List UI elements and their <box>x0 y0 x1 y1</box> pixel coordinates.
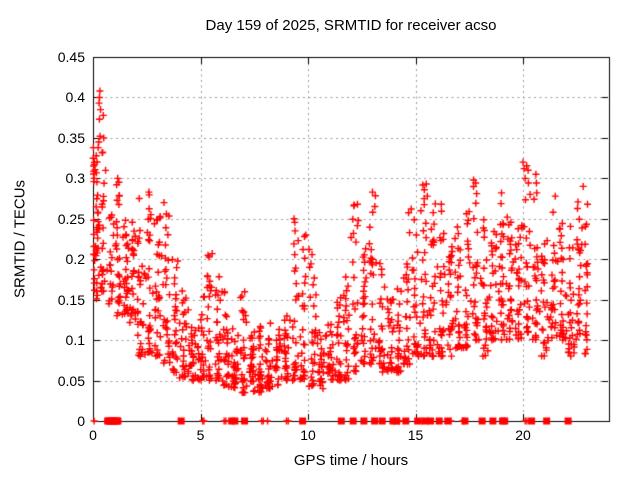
y-tick-label: 0.35 <box>57 129 85 146</box>
y-tick-label: 0 <box>77 413 85 429</box>
x-tick-label: 5 <box>196 427 205 443</box>
y-tick-label: 0.1 <box>65 332 85 349</box>
y-tick-label: 0.2 <box>65 251 85 268</box>
y-axis-label: SRMTID / TECUs <box>11 179 29 299</box>
x-tick-label: 0 <box>89 427 97 443</box>
y-tick-label: 0.25 <box>57 210 85 227</box>
x-tick-label: 20 <box>515 427 531 443</box>
y-tick-label: 0.3 <box>65 170 85 187</box>
y-tick-label: 0.45 <box>57 49 85 65</box>
chart-title: Day 159 of 2025, SRMTID for receiver acs… <box>205 17 497 34</box>
x-tick-label: 10 <box>300 427 316 443</box>
x-tick-label: 15 <box>407 427 424 443</box>
y-tick-label: 0.05 <box>57 372 85 389</box>
y-tick-label: 0.15 <box>57 291 85 308</box>
y-tick-label: 0.4 <box>65 89 85 106</box>
x-axis-label: GPS time / hours <box>293 452 409 469</box>
